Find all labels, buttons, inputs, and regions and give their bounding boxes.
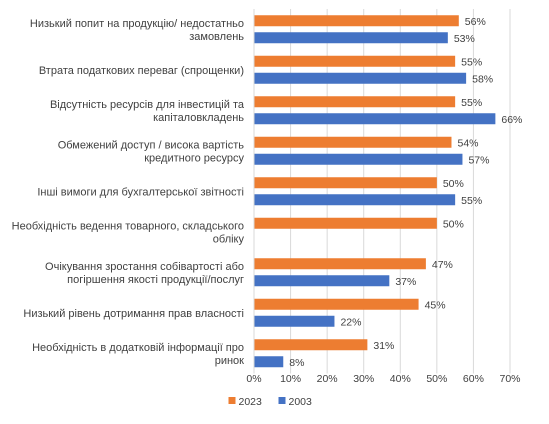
data-label: 50% <box>443 218 464 230</box>
bar-2003 <box>254 32 448 44</box>
bar-2023 <box>254 339 368 351</box>
data-label: 53% <box>454 33 475 45</box>
x-tick-label: 50% <box>426 373 447 385</box>
bar-2003 <box>254 153 463 165</box>
x-tick-label: 60% <box>463 373 484 385</box>
label-layer: Низький попит на продукцію/ недостатньо з… <box>12 16 523 369</box>
data-label: 8% <box>289 357 304 369</box>
category-label: Відсутність ресурсів для інвестицій та ка… <box>50 99 245 124</box>
legend-swatch-2003 <box>278 397 286 404</box>
data-label: 37% <box>395 276 416 288</box>
category-label: Необхідність ведення товарного, складськ… <box>12 220 245 245</box>
bar-2023 <box>254 15 459 27</box>
category-label: Інші вимоги для бухгалтерської звітності <box>37 186 244 198</box>
data-label: 31% <box>373 340 394 352</box>
bar-2023 <box>254 136 452 148</box>
category-label: Низький рівень дотримання прав власності <box>23 308 244 320</box>
x-tick-label: 20% <box>317 373 338 385</box>
category-label: Втрата податкових переваг (спрощенки) <box>39 65 244 77</box>
bar-2023 <box>254 298 419 310</box>
legend-swatch-2023 <box>228 397 236 404</box>
data-label: 54% <box>457 137 478 149</box>
data-label: 50% <box>443 178 464 190</box>
bar-layer <box>254 15 496 368</box>
data-label: 55% <box>461 56 482 68</box>
data-label: 58% <box>472 73 493 85</box>
data-label: 47% <box>432 259 453 271</box>
data-label: 66% <box>501 114 522 126</box>
category-label: Низький попит на продукцію/ недостатньо з… <box>30 18 244 43</box>
axis-layer: 0% 10% 20% 30% 40% 50% 60% 70% <box>246 9 521 385</box>
category-label: Очікування зростання собівартості або пог… <box>45 261 244 286</box>
x-tick-label: 30% <box>353 373 374 385</box>
bar-2023 <box>254 217 437 229</box>
data-label: 57% <box>468 154 489 166</box>
bar-2003 <box>254 275 390 287</box>
category-label: Необхідність в додатковій інформації про… <box>32 342 244 367</box>
legend-label: 2023 <box>239 396 263 408</box>
grid-layer <box>253 9 511 374</box>
x-tick-label: 70% <box>499 373 520 385</box>
bar-2003 <box>254 315 335 327</box>
bar-2023 <box>254 96 456 108</box>
legend: 2023 2003 <box>228 396 313 408</box>
category-label: Обмежений доступ / висока вартість кредит… <box>58 139 245 164</box>
bar-2003 <box>254 194 456 206</box>
bar-2003 <box>254 72 467 84</box>
x-tick-label: 40% <box>390 373 411 385</box>
bar-2023 <box>254 177 437 189</box>
bar-2003 <box>254 356 284 368</box>
bar-2003 <box>254 113 496 125</box>
x-tick-label: 10% <box>280 373 301 385</box>
bar-2023 <box>254 55 456 67</box>
data-label: 56% <box>465 16 486 28</box>
legend-label: 2003 <box>289 396 313 408</box>
data-label: 55% <box>461 195 482 207</box>
bar-2023 <box>254 258 426 270</box>
data-label: 45% <box>425 299 446 311</box>
data-label: 55% <box>461 97 482 109</box>
data-label: 22% <box>340 316 361 328</box>
x-tick-label: 0% <box>246 373 261 385</box>
